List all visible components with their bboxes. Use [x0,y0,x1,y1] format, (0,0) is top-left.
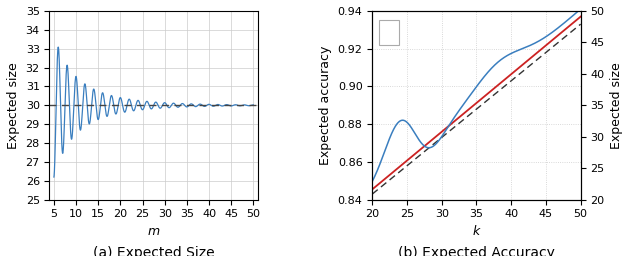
Y-axis label: Expected size: Expected size [610,62,623,149]
Title: (b) Expected Accuracy: (b) Expected Accuracy [398,246,555,256]
FancyBboxPatch shape [379,20,399,45]
X-axis label: k: k [473,225,480,238]
Title: (a) Expected Size: (a) Expected Size [93,246,214,256]
Y-axis label: Expected accuracy: Expected accuracy [319,46,332,165]
Y-axis label: Expected size: Expected size [7,62,20,149]
X-axis label: m: m [147,225,159,238]
